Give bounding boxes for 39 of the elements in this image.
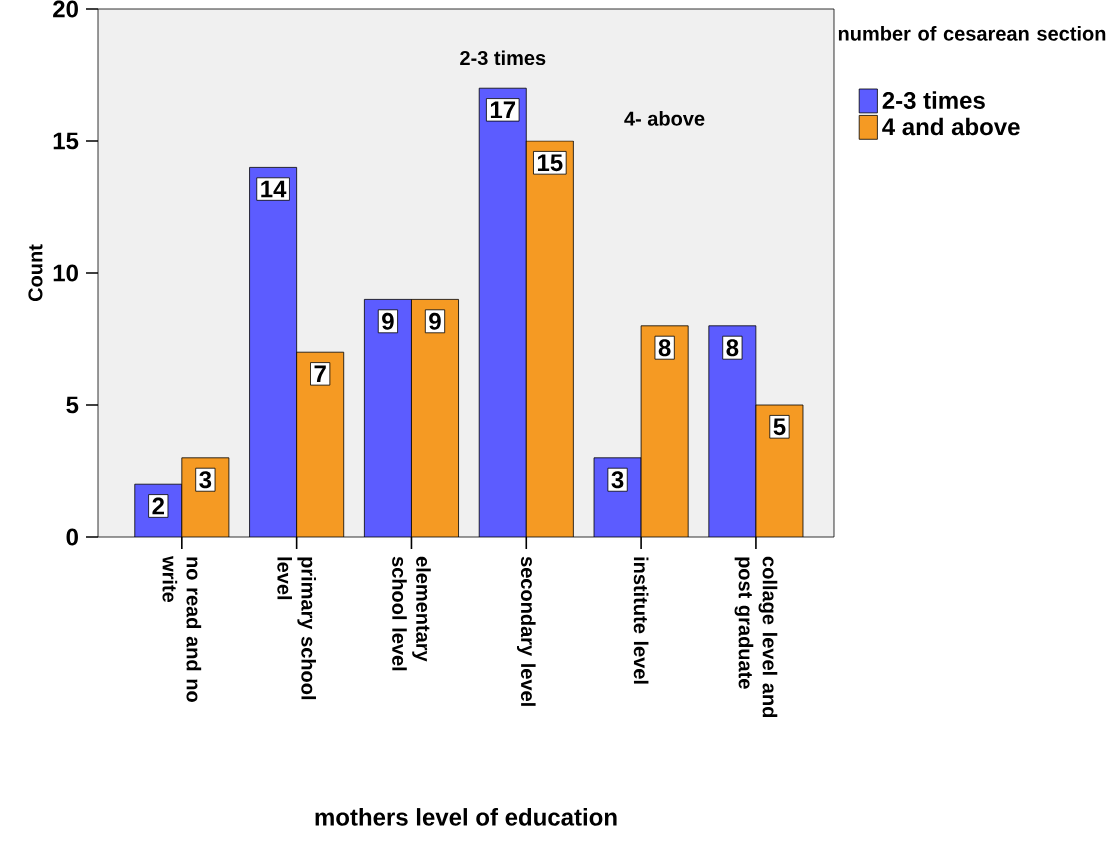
x-tick-label: collage level and post graduate [734,556,778,718]
data-label: 3 [611,471,624,489]
data-label: 9 [382,312,394,330]
x-tick-label: elementary school level [392,556,431,671]
data-label: 8 [726,339,739,357]
data-label: 8 [658,339,671,357]
bar [364,299,412,537]
bar [479,88,527,537]
y-tick-label: 0 [66,528,78,546]
legend-title: number of cesarean section [838,26,1106,41]
bar [641,325,689,537]
x-tick-label: secondary level [516,556,536,706]
x-tick-label: no read and no write [162,556,202,702]
y-tick-label: 5 [66,396,79,414]
y-tick-label: 10 [53,264,78,282]
data-label: 7 [314,365,326,383]
bar [249,167,297,537]
bar [708,325,757,537]
data-label: 5 [773,418,786,436]
data-label: 15 [537,154,563,172]
y-tick-label: 20 [53,0,78,18]
annotation: 4- above [624,111,705,126]
bar [755,404,804,537]
data-label: 9 [429,312,441,330]
bar [296,352,344,537]
annotation: 2-3 times [460,50,546,66]
y-tick-label: 15 [53,132,79,150]
bar [411,299,459,537]
data-label: 3 [199,471,212,489]
data-label: 14 [261,180,287,198]
data-label: 2 [152,497,164,515]
x-tick-label: primary school level [277,557,316,700]
bar [526,141,574,537]
y-axis-title: Count [28,244,43,302]
x-axis-title: mothers level of education [315,808,617,826]
data-label: 17 [490,101,516,119]
legend-label: 2-3 times [882,91,985,109]
legend-label: 4 and above [882,117,1020,136]
x-tick-label: institute level [633,557,649,684]
